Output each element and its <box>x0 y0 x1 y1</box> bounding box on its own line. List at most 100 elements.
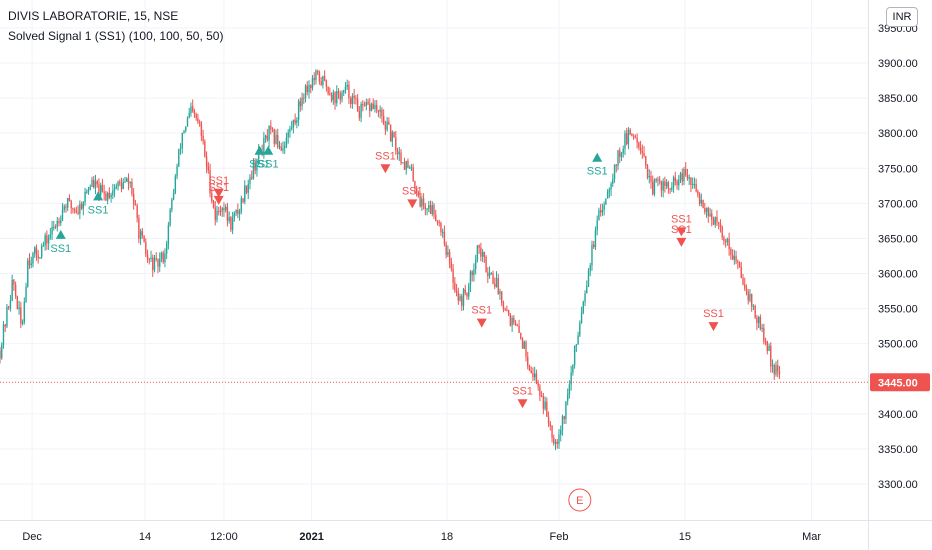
candle-body <box>374 105 376 110</box>
candle-body <box>13 279 15 285</box>
candle-body <box>301 97 303 107</box>
candle-body <box>566 394 569 402</box>
candle-body <box>207 166 210 171</box>
candle-body <box>49 234 52 238</box>
candle-body <box>369 104 371 112</box>
candle-body <box>681 173 683 182</box>
candle-body <box>119 181 121 184</box>
candle-body <box>197 117 199 123</box>
candle-body <box>332 92 335 101</box>
candle-body <box>212 200 215 208</box>
candle-body <box>558 434 560 444</box>
candle-body <box>733 256 736 260</box>
candle-body <box>105 193 107 201</box>
candle-body <box>214 207 216 221</box>
candle-body <box>303 97 305 99</box>
candle-body <box>249 177 251 184</box>
signal-label: SS1 <box>703 308 724 320</box>
sell-signal-arrow <box>407 199 418 209</box>
candle-body <box>483 251 486 257</box>
candle-body <box>719 223 722 228</box>
candle-body <box>4 324 6 327</box>
candle-body <box>563 416 565 420</box>
candle-body <box>384 124 387 130</box>
candle-body <box>426 208 428 210</box>
candle-body <box>42 245 45 247</box>
candle-body <box>395 137 397 151</box>
candle-body <box>86 191 88 193</box>
candle-body <box>254 162 256 171</box>
candle-body <box>221 208 223 212</box>
candle-body <box>219 210 222 212</box>
candle-body <box>311 77 314 89</box>
candle-body <box>141 231 144 236</box>
event-circle[interactable] <box>568 488 592 512</box>
candle-body <box>211 193 213 201</box>
candle-body <box>337 91 340 94</box>
candle-body <box>325 80 328 87</box>
candle-body <box>280 146 282 151</box>
candle-body <box>91 179 93 187</box>
candle-body <box>474 260 477 270</box>
signal-label: SS1 <box>50 243 71 255</box>
candle-body <box>660 180 663 191</box>
candle-body <box>72 208 74 210</box>
candle-body <box>575 344 578 347</box>
candle-body <box>665 182 668 187</box>
candle-body <box>605 198 607 205</box>
candle-body <box>148 258 150 260</box>
candle-body <box>289 128 291 133</box>
candle-body <box>343 90 345 93</box>
candle-body <box>461 296 463 306</box>
candle-body <box>205 156 208 167</box>
time-tick-label: 12:00 <box>210 531 238 543</box>
price-axis[interactable]: 3300.003350.003400.003450.003500.003550.… <box>878 23 918 491</box>
candle-body <box>98 184 100 196</box>
indicator-legend[interactable]: Solved Signal 1 (SS1) (100, 100, 50, 50) <box>8 29 224 43</box>
candle-body <box>756 317 758 324</box>
time-tick-label: Mar <box>802 531 821 543</box>
earnings-event-marker[interactable]: E <box>568 488 592 512</box>
candle-body <box>323 76 326 81</box>
candle-body <box>18 307 20 310</box>
candle-body <box>193 110 196 115</box>
currency-badge[interactable]: INR <box>886 7 918 27</box>
candle-body <box>53 226 55 228</box>
candle-body <box>127 178 130 184</box>
candle-body <box>577 335 579 345</box>
candle-body <box>424 205 427 210</box>
candle-body <box>113 188 116 191</box>
candle-body <box>521 338 524 349</box>
candle-body <box>473 269 475 276</box>
candle-body <box>171 199 173 210</box>
price-tick-label: 3900.00 <box>878 58 918 70</box>
candle-body <box>580 312 583 323</box>
candle-body <box>726 238 729 243</box>
candle-body <box>773 365 775 375</box>
candle-body <box>705 207 708 213</box>
candle-body <box>51 226 53 235</box>
candle-body <box>570 372 572 385</box>
candle-body <box>334 92 336 104</box>
candle-body <box>593 244 595 248</box>
candle-body <box>339 93 341 100</box>
candlestick-series <box>0 69 781 451</box>
candle-body <box>542 396 545 409</box>
candle-body <box>320 81 322 86</box>
candle-body <box>106 192 109 201</box>
candle-body <box>99 185 102 196</box>
candle-body <box>152 257 154 271</box>
candle-body <box>664 181 666 187</box>
candle-body <box>768 345 770 351</box>
candle-body <box>304 85 307 99</box>
candle-body <box>643 152 645 157</box>
candle-body <box>407 160 409 168</box>
candle-body <box>462 289 465 306</box>
candle-body <box>32 253 34 264</box>
candle-body <box>539 386 541 396</box>
candle-body <box>513 317 515 323</box>
candle-body <box>329 93 331 96</box>
time-axis[interactable]: Dec 14 12:00 2021 18 Feb 15 Mar <box>22 531 821 543</box>
candle-body <box>60 220 62 224</box>
